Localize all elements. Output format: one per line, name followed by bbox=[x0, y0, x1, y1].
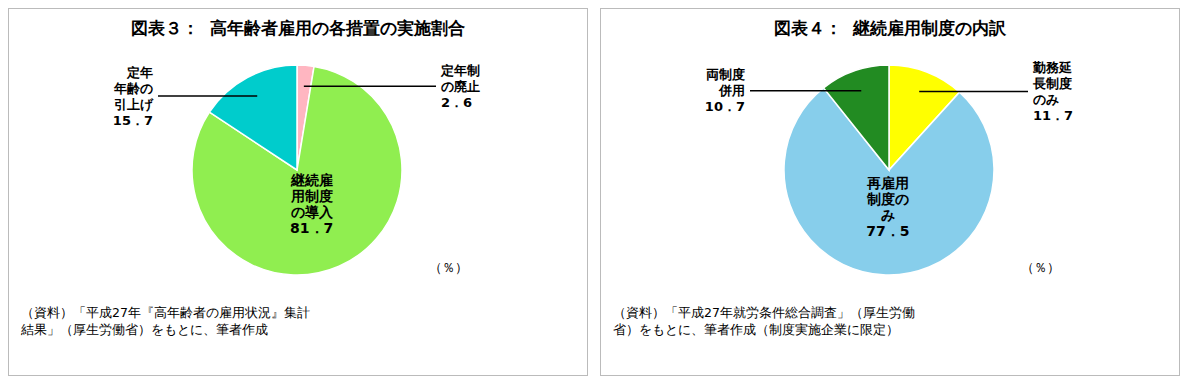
html-text:図表４： 継続雇用制度の内訳: 図表４： 継続雇用制度の内訳 bbox=[773, 18, 1007, 38]
svg-text:年齢の: 年齢の bbox=[113, 81, 153, 96]
svg-text:10．7: 10．7 bbox=[705, 99, 745, 114]
html-text:（資料）「平成27年『高年齢者の雇用状況』集計 結果」（厚生: （資料）「平成27年『高年齢者の雇用状況』集計 結果」（厚生労働省）をもとに、筆… bbox=[21, 305, 310, 337]
html-text:図表３： 高年齢者雇用の各措置の実施割合: 図表３： 高年齢者雇用の各措置の実施割合 bbox=[130, 18, 466, 38]
svg-text:用制度: 用制度 bbox=[290, 188, 333, 204]
svg-text:引上げ: 引上げ bbox=[114, 97, 154, 112]
svg-text:81．7: 81．7 bbox=[290, 220, 333, 236]
svg-text:再雇用: 再雇用 bbox=[866, 175, 909, 191]
svg-text:定年制: 定年制 bbox=[440, 63, 480, 78]
svg-text:15．7: 15．7 bbox=[113, 113, 153, 128]
svg-text:の導入: の導入 bbox=[291, 204, 334, 220]
svg-text:勤務延: 勤務延 bbox=[1032, 60, 1072, 75]
svg-text:み: み bbox=[881, 207, 895, 223]
svg-text:併用: 併用 bbox=[718, 83, 745, 98]
svg-text:77．5: 77．5 bbox=[866, 223, 909, 239]
svg-text:定年: 定年 bbox=[126, 65, 153, 80]
svg-text:継続雇: 継続雇 bbox=[290, 172, 333, 188]
svg-text:のみ: のみ bbox=[1033, 92, 1059, 107]
svg-text:の廃止: の廃止 bbox=[441, 79, 480, 94]
svg-text:制度の: 制度の bbox=[866, 191, 909, 207]
svg-text:両制度: 両制度 bbox=[706, 67, 745, 82]
svg-text:長制度: 長制度 bbox=[1032, 76, 1072, 91]
svg-text:2．6: 2．6 bbox=[441, 95, 472, 110]
html-text:（資料）「平成27年就労条件総合調査」（厚生労働 省）をもと: （資料）「平成27年就労条件総合調査」（厚生労働 省）をもとに、筆者作成（制度実… bbox=[613, 305, 915, 337]
svg-text:11．7: 11．7 bbox=[1033, 108, 1073, 123]
